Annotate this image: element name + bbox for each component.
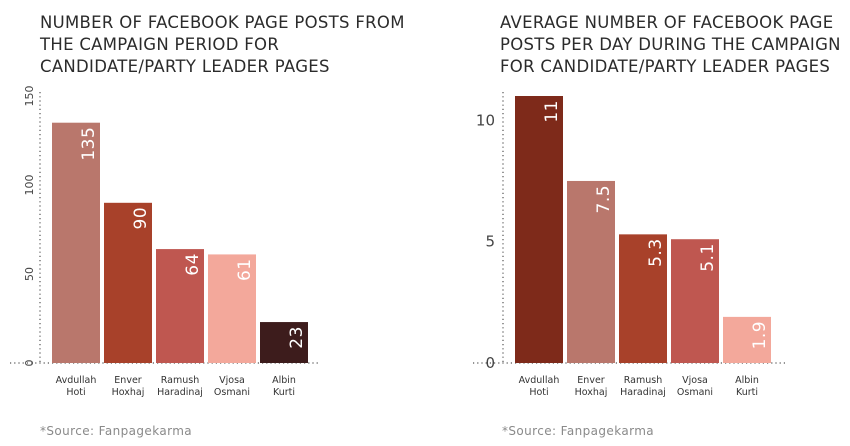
title-line: CANDIDATE/PARTY LEADER PAGES <box>40 57 330 76</box>
bar-value-label: 1.9 <box>750 321 770 350</box>
y-tick-label: 10 <box>476 111 495 129</box>
category-label: Haradinaj <box>157 387 203 398</box>
bar <box>619 234 667 363</box>
y-tick-label: 0 <box>485 354 495 372</box>
bar-value-label: 7.5 <box>594 185 614 214</box>
bar-value-label: 64 <box>183 253 203 276</box>
title-line: FOR CANDIDATE/PARTY LEADER PAGES <box>500 57 831 76</box>
category-label: Hoxhaj <box>575 387 608 398</box>
chart-panel-post-count: NUMBER OF FACEBOOK PAGE POSTS FROM THE C… <box>0 0 405 446</box>
bar-value-label: 5.3 <box>646 238 666 267</box>
bar <box>52 122 100 363</box>
bar <box>208 254 256 363</box>
y-tick-label: 100 <box>23 175 36 196</box>
title-line: NUMBER OF FACEBOOK PAGE POSTS FROM <box>40 13 405 32</box>
category-label: Avdullah <box>519 375 560 386</box>
bar <box>260 322 308 363</box>
category-label: Enver <box>114 375 141 386</box>
category-label: Albin <box>272 375 296 386</box>
bar-value-label: 11 <box>542 100 562 123</box>
category-label: Albin <box>735 375 759 386</box>
bar <box>671 239 719 363</box>
category-label: Ramush <box>161 375 199 386</box>
bar-value-label: 5.1 <box>698 243 718 272</box>
y-tick-label: 0 <box>23 360 36 367</box>
bar-value-label: 61 <box>235 258 255 281</box>
y-tick-label: 50 <box>23 267 36 281</box>
category-label: Enver <box>577 375 604 386</box>
title-line: AVERAGE NUMBER OF FACEBOOK PAGE <box>500 13 834 32</box>
bar-value-label: 23 <box>287 326 307 349</box>
bar <box>156 249 204 363</box>
chart-panel-posts-per-day: AVERAGE NUMBER OF FACEBOOK PAGE POSTS PE… <box>460 0 850 446</box>
category-label: Kurti <box>736 387 758 398</box>
y-tick-label: 5 <box>485 233 495 251</box>
source-note: *Source: Fanpagekarma <box>40 424 193 438</box>
bar <box>567 180 615 363</box>
title-line: THE CAMPAIGN PERIOD FOR <box>40 35 280 54</box>
source-note: *Source: Fanpagekarma <box>502 424 655 438</box>
category-label: Hoti <box>66 387 85 398</box>
category-label: Hoxhaj <box>112 387 145 398</box>
bar-value-label: 90 <box>131 207 151 230</box>
category-label: Osmani <box>214 387 250 398</box>
bar-value-label: 135 <box>79 127 99 161</box>
y-tick-label: 150 <box>23 86 36 107</box>
chart-title-post-count: NUMBER OF FACEBOOK PAGE POSTS FROM THE C… <box>40 12 405 78</box>
category-label: Kurti <box>273 387 295 398</box>
category-label: Vjosa <box>219 375 245 386</box>
category-label: Ramush <box>624 375 662 386</box>
bar <box>723 316 771 363</box>
category-label: Osmani <box>677 387 713 398</box>
category-label: Haradinaj <box>620 387 666 398</box>
category-label: Vjosa <box>682 375 708 386</box>
category-label: Hoti <box>529 387 548 398</box>
bar <box>515 96 563 363</box>
category-label: Avdullah <box>56 375 97 386</box>
title-line: POSTS PER DAY DURING THE CAMPAIGN <box>500 35 841 54</box>
chart-title-posts-per-day: AVERAGE NUMBER OF FACEBOOK PAGE POSTS PE… <box>500 12 850 78</box>
bar <box>104 202 152 363</box>
